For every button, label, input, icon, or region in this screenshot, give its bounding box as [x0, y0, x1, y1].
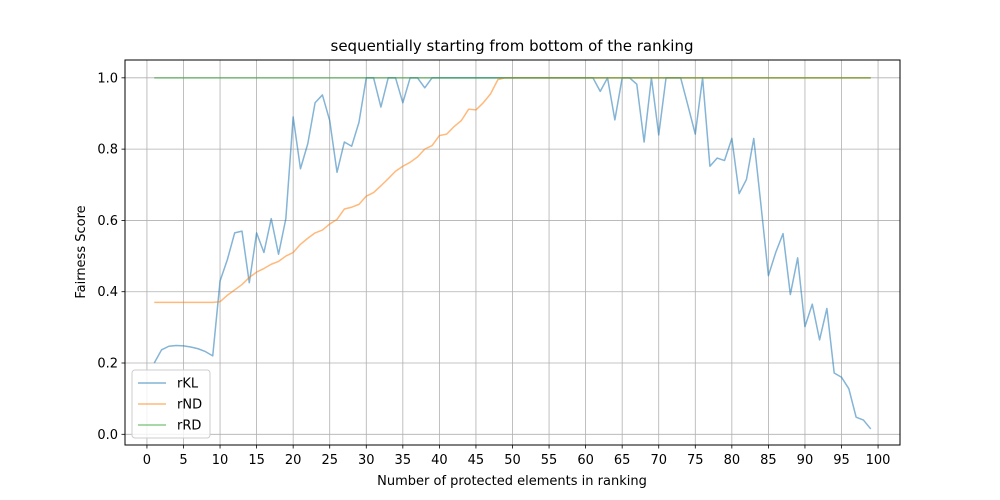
x-tick-label: 55 — [541, 453, 558, 468]
y-tick-label: 0.6 — [97, 214, 118, 229]
x-tick-label: 85 — [760, 453, 777, 468]
x-tick-label: 95 — [833, 453, 850, 468]
x-tick-label: 5 — [179, 453, 187, 468]
x-tick-label: 20 — [285, 453, 302, 468]
x-tick-label: 75 — [687, 453, 704, 468]
y-tick-label: 0.0 — [97, 428, 118, 443]
y-tick-label: 0.2 — [97, 357, 118, 372]
x-tick-label: 50 — [504, 453, 521, 468]
legend-box — [131, 369, 211, 439]
x-tick-label: 90 — [797, 453, 814, 468]
x-tick-label: 10 — [212, 453, 229, 468]
legend: rKL rND rRD — [131, 369, 211, 439]
x-tick-label: 30 — [358, 453, 375, 468]
y-tick-label: 1.0 — [97, 71, 118, 86]
y-tick-label: 0.8 — [97, 143, 118, 158]
legend-label-rkl: rKL — [177, 377, 199, 392]
y-tick-label: 0.4 — [97, 285, 118, 300]
x-tick-label: 65 — [614, 453, 631, 468]
x-tick-label: 70 — [650, 453, 667, 468]
x-tick-label: 35 — [395, 453, 412, 468]
legend-label-rrd: rRD — [177, 419, 201, 434]
x-axis-ticks: 0 5 10 15 20 25 30 35 40 45 50 55 60 65 70 75 80 85 90 95 10… — [143, 445, 891, 468]
x-tick-label: 60 — [577, 453, 594, 468]
y-axis-label: Fairness Score — [74, 205, 89, 298]
series-lines — [153, 77, 872, 430]
x-tick-label: 40 — [431, 453, 448, 468]
x-tick-label: 45 — [468, 453, 485, 468]
x-axis-label: Number of protected elements in ranking — [377, 474, 647, 489]
legend-label-rnd: rND — [177, 398, 202, 413]
chart-title: sequentially starting from bottom of the… — [331, 37, 694, 55]
x-tick-label: 0 — [143, 453, 151, 468]
x-tick-label: 25 — [321, 453, 338, 468]
grid-lines — [125, 60, 900, 445]
x-tick-label: 15 — [248, 453, 265, 468]
x-tick-label: 80 — [724, 453, 741, 468]
y-axis-ticks: 0.0 0.2 0.4 0.6 0.8 1.0 — [97, 71, 125, 443]
x-tick-label: 100 — [866, 453, 891, 468]
